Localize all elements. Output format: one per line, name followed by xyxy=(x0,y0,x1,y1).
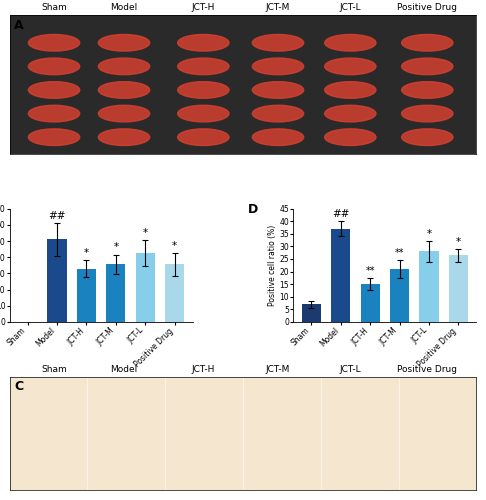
Ellipse shape xyxy=(325,129,376,146)
Text: ##: ## xyxy=(48,211,66,221)
Ellipse shape xyxy=(178,129,229,146)
Text: **: ** xyxy=(395,248,404,258)
Bar xyxy=(361,284,380,322)
Bar xyxy=(106,264,125,322)
Text: Sham: Sham xyxy=(41,366,67,374)
Ellipse shape xyxy=(325,34,376,51)
Ellipse shape xyxy=(178,106,229,122)
Text: Model: Model xyxy=(110,366,138,374)
Ellipse shape xyxy=(252,34,304,51)
Text: D: D xyxy=(247,203,258,216)
Ellipse shape xyxy=(28,129,80,146)
Text: *: * xyxy=(143,228,148,238)
Ellipse shape xyxy=(98,106,150,122)
Text: ##: ## xyxy=(332,209,349,219)
Ellipse shape xyxy=(252,106,304,122)
Ellipse shape xyxy=(98,34,150,51)
Ellipse shape xyxy=(178,58,229,74)
Bar xyxy=(302,304,321,322)
Bar xyxy=(390,269,409,322)
Text: *: * xyxy=(113,242,119,252)
Text: **: ** xyxy=(365,266,375,276)
Text: C: C xyxy=(15,380,23,393)
Ellipse shape xyxy=(325,82,376,98)
Text: JCT-M: JCT-M xyxy=(266,3,290,12)
Text: JCT-L: JCT-L xyxy=(340,366,361,374)
Text: *: * xyxy=(456,237,461,247)
Ellipse shape xyxy=(325,106,376,122)
Bar xyxy=(449,255,468,322)
Ellipse shape xyxy=(401,129,453,146)
Bar xyxy=(419,252,438,322)
Ellipse shape xyxy=(28,82,80,98)
Ellipse shape xyxy=(178,82,229,98)
Text: *: * xyxy=(84,248,89,258)
Ellipse shape xyxy=(98,129,150,146)
Bar xyxy=(48,240,67,322)
Ellipse shape xyxy=(98,82,150,98)
Text: JCT-H: JCT-H xyxy=(191,3,215,12)
Bar xyxy=(136,253,155,322)
Ellipse shape xyxy=(28,58,80,74)
Ellipse shape xyxy=(252,82,304,98)
Text: *: * xyxy=(172,240,177,250)
Bar xyxy=(165,264,184,322)
Ellipse shape xyxy=(401,58,453,74)
Ellipse shape xyxy=(401,106,453,122)
Text: Sham: Sham xyxy=(41,3,67,12)
Ellipse shape xyxy=(28,106,80,122)
Text: Positive Drug: Positive Drug xyxy=(397,3,457,12)
Text: Model: Model xyxy=(110,3,138,12)
Text: A: A xyxy=(15,19,24,32)
Text: JCT-L: JCT-L xyxy=(340,3,361,12)
Ellipse shape xyxy=(28,34,80,51)
Ellipse shape xyxy=(252,129,304,146)
Ellipse shape xyxy=(401,34,453,51)
Bar xyxy=(77,268,96,322)
Bar xyxy=(331,229,350,322)
Text: JCT-H: JCT-H xyxy=(191,366,215,374)
Ellipse shape xyxy=(98,58,150,74)
Text: JCT-M: JCT-M xyxy=(266,366,290,374)
Ellipse shape xyxy=(401,82,453,98)
Ellipse shape xyxy=(178,34,229,51)
Text: *: * xyxy=(426,230,432,239)
Y-axis label: Positive cell ratio (%): Positive cell ratio (%) xyxy=(268,224,277,306)
Ellipse shape xyxy=(252,58,304,74)
Ellipse shape xyxy=(325,58,376,74)
Text: Positive Drug: Positive Drug xyxy=(397,366,457,374)
